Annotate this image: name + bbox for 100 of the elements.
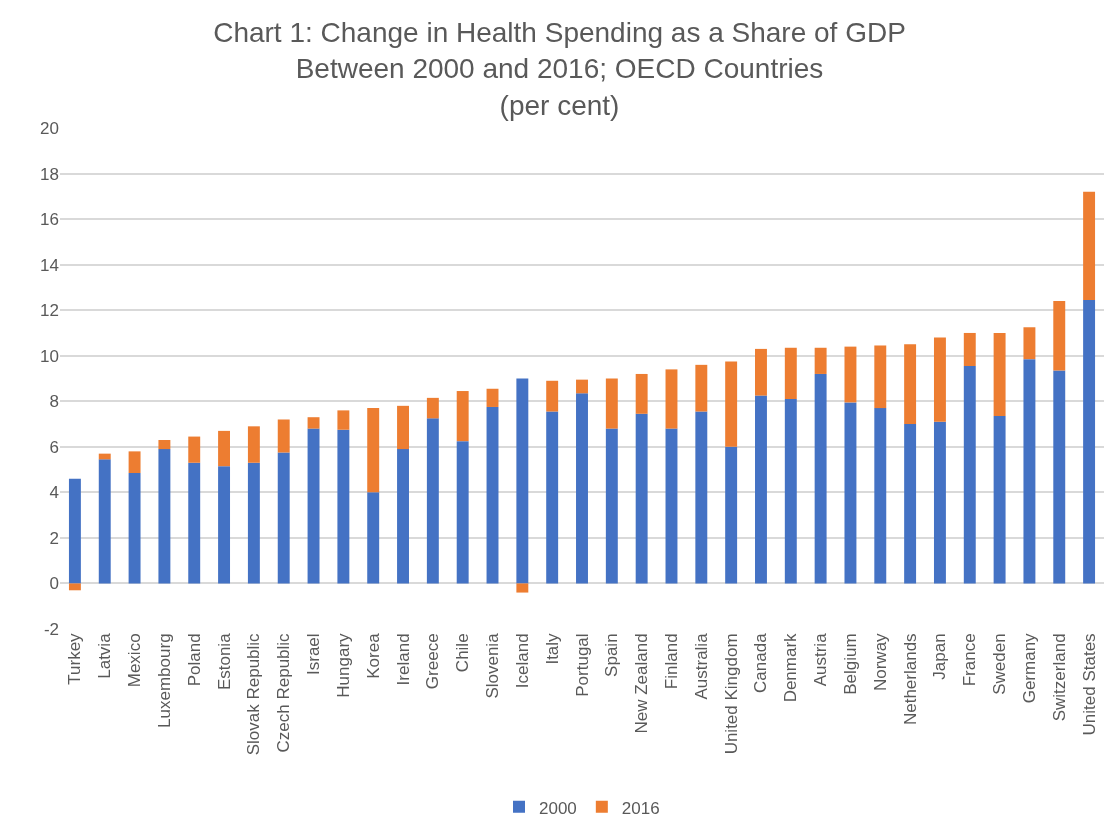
x-tick-label: Italy bbox=[542, 632, 562, 665]
bar bbox=[844, 402, 857, 584]
bar bbox=[605, 428, 618, 584]
bar bbox=[367, 492, 380, 584]
bar bbox=[188, 436, 201, 463]
x-tick-label: Poland bbox=[184, 633, 204, 687]
bar bbox=[68, 478, 81, 584]
bar bbox=[337, 429, 350, 584]
bar bbox=[963, 332, 976, 366]
x-tick-label: Canada bbox=[751, 632, 771, 693]
y-tick-label: 2 bbox=[49, 528, 59, 548]
bar bbox=[933, 337, 946, 422]
bar bbox=[277, 452, 290, 584]
bar bbox=[1083, 191, 1096, 300]
bar bbox=[307, 417, 320, 429]
bar bbox=[486, 388, 499, 407]
bar bbox=[993, 416, 1006, 584]
x-tick-label: New Zealand bbox=[632, 633, 652, 734]
x-tick-label: Greece bbox=[423, 633, 443, 690]
bar bbox=[1053, 370, 1066, 584]
bar bbox=[307, 428, 320, 584]
y-tick-label: 8 bbox=[49, 392, 59, 412]
bar bbox=[844, 346, 857, 403]
bar bbox=[546, 380, 559, 412]
bar bbox=[904, 344, 917, 425]
y-tick-label: 20 bbox=[40, 118, 59, 138]
y-tick-label: 14 bbox=[40, 255, 59, 275]
bar bbox=[1023, 359, 1036, 584]
bar bbox=[516, 378, 529, 584]
bar bbox=[188, 462, 201, 584]
x-tick-label: United States bbox=[1079, 633, 1099, 736]
bar bbox=[725, 446, 738, 584]
x-tick-label: Australia bbox=[691, 632, 711, 700]
bar bbox=[755, 348, 767, 396]
x-tick-label: Luxembourg bbox=[154, 633, 174, 728]
bar bbox=[426, 397, 439, 419]
x-tick-label: Norway bbox=[870, 632, 890, 692]
y-tick-label: 12 bbox=[40, 301, 59, 321]
bar bbox=[247, 426, 260, 463]
bar bbox=[456, 391, 469, 442]
bar bbox=[397, 449, 409, 584]
x-tick-label: Denmark bbox=[781, 632, 801, 703]
bar bbox=[218, 466, 231, 584]
x-tick-label: Sweden bbox=[990, 633, 1010, 695]
bar bbox=[814, 373, 827, 584]
bar bbox=[128, 451, 141, 474]
y-tick-label: 0 bbox=[49, 574, 59, 594]
x-tick-label: Slovenia bbox=[483, 632, 503, 699]
bar bbox=[993, 332, 1006, 417]
x-tick-label: Switzerland bbox=[1049, 633, 1069, 722]
bar bbox=[1053, 301, 1066, 371]
x-tick-label: Turkey bbox=[65, 632, 85, 685]
bar bbox=[1023, 327, 1036, 360]
bar bbox=[755, 395, 767, 584]
y-tick-label: 18 bbox=[40, 164, 59, 184]
x-tick-label: Belgium bbox=[840, 633, 860, 695]
x-tick-label: Japan bbox=[930, 633, 950, 680]
bar bbox=[98, 459, 111, 584]
x-tick-label: Slovak Republic bbox=[244, 632, 264, 756]
x-tick-label: Portugal bbox=[572, 633, 592, 697]
bar bbox=[695, 364, 708, 412]
x-tick-label: Israel bbox=[304, 633, 324, 675]
bar bbox=[576, 379, 588, 394]
x-tick-label: France bbox=[960, 633, 980, 687]
x-tick-label: Austria bbox=[811, 632, 831, 687]
bar bbox=[546, 411, 559, 584]
bar bbox=[725, 361, 738, 447]
bar bbox=[874, 345, 887, 409]
bar bbox=[665, 428, 678, 584]
x-tick-label: United Kingdom bbox=[721, 633, 741, 755]
y-tick-label: 10 bbox=[40, 346, 59, 366]
bar bbox=[456, 441, 469, 584]
x-tick-label: Netherlands bbox=[900, 633, 920, 726]
bar bbox=[814, 347, 827, 374]
x-tick-label: Iceland bbox=[512, 633, 532, 689]
bar bbox=[426, 418, 439, 584]
bar bbox=[247, 462, 260, 584]
x-tick-label: Hungary bbox=[333, 632, 353, 698]
x-tick-label: Estonia bbox=[214, 632, 234, 691]
bar bbox=[277, 419, 290, 453]
x-tick-label: Czech Republic bbox=[274, 632, 294, 753]
bar bbox=[695, 411, 708, 584]
bar bbox=[516, 583, 529, 593]
bar bbox=[784, 347, 797, 399]
bar bbox=[576, 393, 588, 584]
bar bbox=[367, 408, 380, 493]
bar bbox=[635, 373, 648, 414]
bar bbox=[874, 408, 887, 584]
bar bbox=[784, 399, 797, 584]
bar bbox=[933, 421, 946, 584]
y-tick-label: 16 bbox=[40, 210, 59, 230]
bar bbox=[158, 449, 171, 584]
y-tick-label: 6 bbox=[49, 437, 59, 457]
legend-label: 2000 bbox=[539, 798, 577, 818]
x-tick-label: Germany bbox=[1019, 632, 1039, 704]
bar bbox=[158, 439, 171, 450]
x-tick-label: Korea bbox=[363, 632, 383, 679]
bar bbox=[486, 406, 499, 584]
x-tick-label: Chile bbox=[453, 633, 473, 673]
x-tick-label: Finland bbox=[662, 633, 682, 690]
